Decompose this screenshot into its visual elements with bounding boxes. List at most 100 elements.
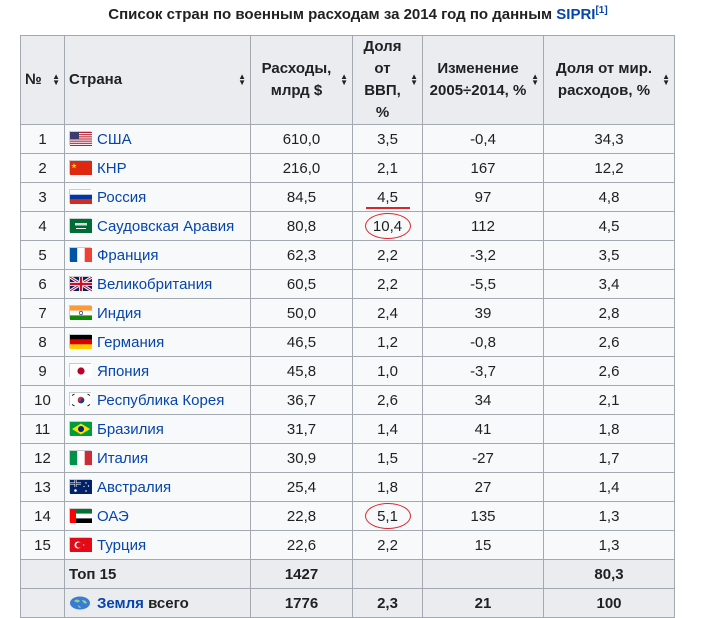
table-caption: Список стран по военным расходам за 2014…	[0, 5, 716, 24]
world-spending: 1776	[250, 588, 353, 618]
country-link[interactable]: Великобритания	[97, 275, 213, 293]
spending-cell: 22,8	[250, 501, 353, 531]
rank-cell: 5	[20, 240, 65, 270]
sort-icon[interactable]: ▲ ▼	[531, 72, 539, 87]
rank-cell: 14	[20, 501, 65, 531]
red-circle-annotation	[364, 503, 411, 529]
world-share-cell: 2,8	[543, 298, 675, 328]
table-row: 6 Великобритания 60,5 2,2 -5,5 3,4	[20, 269, 675, 299]
country-link[interactable]: Саудовская Аравия	[97, 217, 235, 235]
top15-gdp	[352, 559, 423, 589]
change-cell: 135	[422, 501, 544, 531]
change-cell: 167	[422, 153, 544, 183]
table-row: 14 ОАЭ 22,8 5,1 135 1,3	[20, 501, 675, 531]
change-cell: 97	[422, 182, 544, 212]
country-cell: Франция	[64, 240, 251, 270]
uae-flag-icon	[69, 507, 92, 523]
change-cell: -3,7	[422, 356, 544, 386]
country-cell: Саудовская Аравия	[64, 211, 251, 241]
header-spending[interactable]: Расходы, млрд $ ▲ ▼	[250, 35, 353, 125]
country-cell: Австралия	[64, 472, 251, 502]
gdp-share-cell: 1,8	[352, 472, 423, 502]
country-link[interactable]: Индия	[97, 304, 142, 322]
change-cell: -0,4	[422, 124, 544, 154]
spending-cell: 46,5	[250, 327, 353, 357]
gdp-share-cell: 1,2	[352, 327, 423, 357]
gdp-share-cell: 3,5	[352, 124, 423, 154]
header-world-share[interactable]: Доля от мир. расходов, % ▲ ▼	[543, 35, 675, 125]
china-flag-icon	[69, 159, 92, 175]
gdp-share-cell: 4,5	[352, 182, 423, 212]
us-flag-icon	[69, 130, 92, 146]
italy-flag-icon	[69, 449, 92, 465]
world-rank-cell	[20, 588, 65, 618]
country-link[interactable]: США	[97, 130, 132, 148]
gdp-share-cell: 2,2	[352, 530, 423, 560]
rank-cell: 12	[20, 443, 65, 473]
earth-link[interactable]: Земля	[97, 594, 144, 612]
australia-flag-icon	[69, 478, 92, 494]
header-country[interactable]: Страна ▲ ▼	[64, 35, 251, 125]
sipri-link[interactable]: SIPRI	[556, 6, 596, 23]
sort-icon[interactable]: ▲ ▼	[238, 72, 246, 87]
rank-cell: 13	[20, 472, 65, 502]
world-share-cell: 1,3	[543, 501, 675, 531]
sort-icon[interactable]: ▲ ▼	[410, 72, 418, 87]
spending-cell: 31,7	[250, 414, 353, 444]
country-cell: Япония	[64, 356, 251, 386]
rank-cell: 11	[20, 414, 65, 444]
world-share-cell: 4,5	[543, 211, 675, 241]
country-link[interactable]: Турция	[97, 536, 147, 554]
world-share: 100	[543, 588, 675, 618]
country-cell: ОАЭ	[64, 501, 251, 531]
country-link[interactable]: Республика Корея	[97, 391, 225, 409]
world-share-cell: 2,6	[543, 327, 675, 357]
world-share-cell: 1,7	[543, 443, 675, 473]
top15-spending: 1427	[250, 559, 353, 589]
spending-cell: 25,4	[250, 472, 353, 502]
world-share-cell: 4,8	[543, 182, 675, 212]
spending-cell: 216,0	[250, 153, 353, 183]
country-link[interactable]: ОАЭ	[97, 507, 129, 525]
table-row: 7 Индия 50,0 2,4 39 2,8	[20, 298, 675, 328]
country-link[interactable]: Германия	[97, 333, 165, 351]
change-cell: 41	[422, 414, 544, 444]
russia-flag-icon	[69, 188, 92, 204]
table-row: 3 Россия 84,5 4,5 97 4,8	[20, 182, 675, 212]
sort-icon[interactable]: ▲ ▼	[52, 72, 60, 87]
reference-link[interactable]: [1]	[595, 5, 608, 16]
country-link[interactable]: Япония	[97, 362, 150, 380]
military-spending-table: № ▲ ▼ Страна ▲ ▼ Расходы, млрд $ ▲ ▼ Доля от…	[20, 35, 675, 618]
country-cell: США	[64, 124, 251, 154]
table-row: 15 Турция 22,6 2,2 15 1,3	[20, 530, 675, 560]
change-cell: 27	[422, 472, 544, 502]
saudi-arabia-flag-icon	[69, 217, 92, 233]
country-link[interactable]: Италия	[97, 449, 149, 467]
sort-icon[interactable]: ▲ ▼	[340, 72, 348, 87]
rank-cell: 10	[20, 385, 65, 415]
world-share-cell: 1,4	[543, 472, 675, 502]
header-rank[interactable]: № ▲ ▼	[20, 35, 65, 125]
gdp-share-cell: 2,1	[352, 153, 423, 183]
rank-cell: 9	[20, 356, 65, 386]
country-link[interactable]: Австралия	[97, 478, 172, 496]
country-cell: Россия	[64, 182, 251, 212]
country-link[interactable]: КНР	[97, 159, 127, 177]
country-cell: КНР	[64, 153, 251, 183]
header-gdp-share[interactable]: Доля от ВВП, % ▲ ▼	[352, 35, 423, 125]
country-link[interactable]: Франция	[97, 246, 159, 264]
table-row: 2 КНР 216,0 2,1 167 12,2	[20, 153, 675, 183]
spending-cell: 610,0	[250, 124, 353, 154]
country-link[interactable]: Россия	[97, 188, 147, 206]
spending-cell: 84,5	[250, 182, 353, 212]
germany-flag-icon	[69, 333, 92, 349]
table-row: 13 Австралия 25,4 1,8 27 1,4	[20, 472, 675, 502]
header-change[interactable]: Изменение 2005÷2014, % ▲ ▼	[422, 35, 544, 125]
sort-icon[interactable]: ▲ ▼	[662, 72, 670, 87]
change-cell: 15	[422, 530, 544, 560]
rank-cell: 2	[20, 153, 65, 183]
india-flag-icon	[69, 304, 92, 320]
country-link[interactable]: Бразилия	[97, 420, 164, 438]
spending-cell: 60,5	[250, 269, 353, 299]
table-row: 4 Саудовская Аравия 80,8 10,4 112 4,5	[20, 211, 675, 241]
